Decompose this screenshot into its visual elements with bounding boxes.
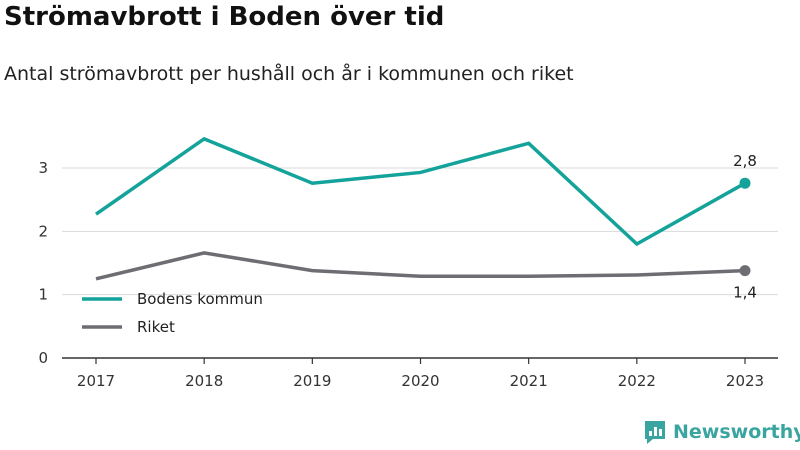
series-lines: 2,8 1,4	[94, 136, 757, 302]
x-axis-ticks: 2017 2018 2019 2020 2021 2022 2023	[77, 358, 764, 390]
series-end-marker	[739, 265, 751, 277]
x-tick-label: 2017	[77, 372, 115, 390]
y-tick-label: 1	[38, 286, 48, 304]
x-tick-label: 2020	[401, 372, 439, 390]
chart-title: Strömavbrott i Boden över tid	[4, 2, 445, 32]
x-tick-label: 2021	[510, 372, 548, 390]
x-tick-label: 2023	[726, 372, 764, 390]
legend-label: Riket	[137, 318, 175, 336]
brand-logo: Newsworthy	[643, 419, 800, 445]
series-line-riket	[95, 251, 746, 281]
y-tick-label: 3	[38, 159, 48, 177]
series-line-bodens-kommun	[94, 136, 746, 247]
brand-name: Newsworthy	[673, 421, 800, 443]
chart-subtitle: Antal strömavbrott per hushåll och år i …	[4, 63, 574, 85]
x-tick-label: 2018	[185, 372, 223, 390]
newsworthy-logo-icon	[645, 421, 665, 444]
data-label: 2,8	[733, 152, 757, 170]
y-tick-label: 2	[38, 222, 48, 240]
x-tick-label: 2022	[618, 372, 656, 390]
data-label: 1,4	[733, 284, 757, 302]
x-tick-label: 2019	[293, 372, 331, 390]
y-axis-ticks: 0 1 2 3	[38, 159, 48, 367]
y-tick-label: 0	[38, 349, 48, 367]
legend-label: Bodens kommun	[137, 290, 263, 308]
legend: Bodens kommun Riket	[82, 290, 263, 336]
series-end-marker	[739, 177, 751, 189]
